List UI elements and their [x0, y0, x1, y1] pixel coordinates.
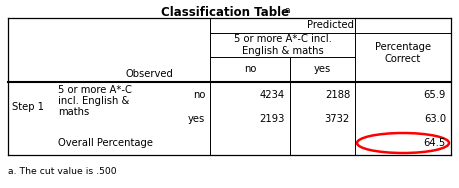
Text: Observed: Observed — [126, 69, 174, 79]
Text: incl. English &: incl. English & — [58, 96, 129, 106]
Text: Predicted: Predicted — [307, 20, 354, 30]
Text: no: no — [244, 64, 256, 74]
Text: a: a — [285, 6, 290, 15]
Text: a. The cut value is .500: a. The cut value is .500 — [8, 167, 117, 176]
Text: Step 1: Step 1 — [12, 102, 44, 111]
Text: 5 or more A*-C incl.
English & maths: 5 or more A*-C incl. English & maths — [234, 34, 331, 56]
Text: 2193: 2193 — [260, 114, 285, 124]
Text: 5 or more A*-C: 5 or more A*-C — [58, 85, 132, 95]
Text: Overall Percentage: Overall Percentage — [58, 138, 153, 148]
Text: Percentage
Correct: Percentage Correct — [375, 42, 431, 64]
Text: no: no — [193, 89, 205, 99]
Text: 4234: 4234 — [260, 89, 285, 99]
Text: maths: maths — [58, 107, 89, 117]
Text: 63.0: 63.0 — [424, 114, 446, 124]
Text: yes: yes — [188, 114, 205, 124]
Text: 64.5: 64.5 — [424, 138, 446, 148]
Text: 2188: 2188 — [325, 89, 350, 99]
Text: 3732: 3732 — [325, 114, 350, 124]
Text: yes: yes — [314, 64, 331, 74]
Text: 65.9: 65.9 — [424, 89, 446, 99]
Text: Classification Table: Classification Table — [162, 6, 290, 19]
